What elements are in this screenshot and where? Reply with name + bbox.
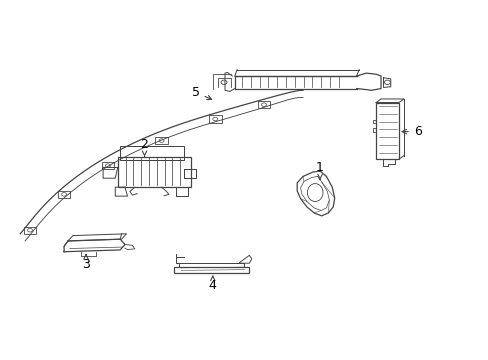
Bar <box>375 103 398 159</box>
Text: 4: 4 <box>208 276 216 292</box>
Text: 1: 1 <box>316 161 324 180</box>
Text: 5: 5 <box>191 86 211 100</box>
Text: 3: 3 <box>82 255 90 271</box>
Text: 2: 2 <box>141 138 148 156</box>
Bar <box>120 146 183 160</box>
Bar <box>178 263 244 267</box>
Bar <box>118 157 190 187</box>
Text: 6: 6 <box>401 125 421 138</box>
Bar <box>173 267 249 273</box>
